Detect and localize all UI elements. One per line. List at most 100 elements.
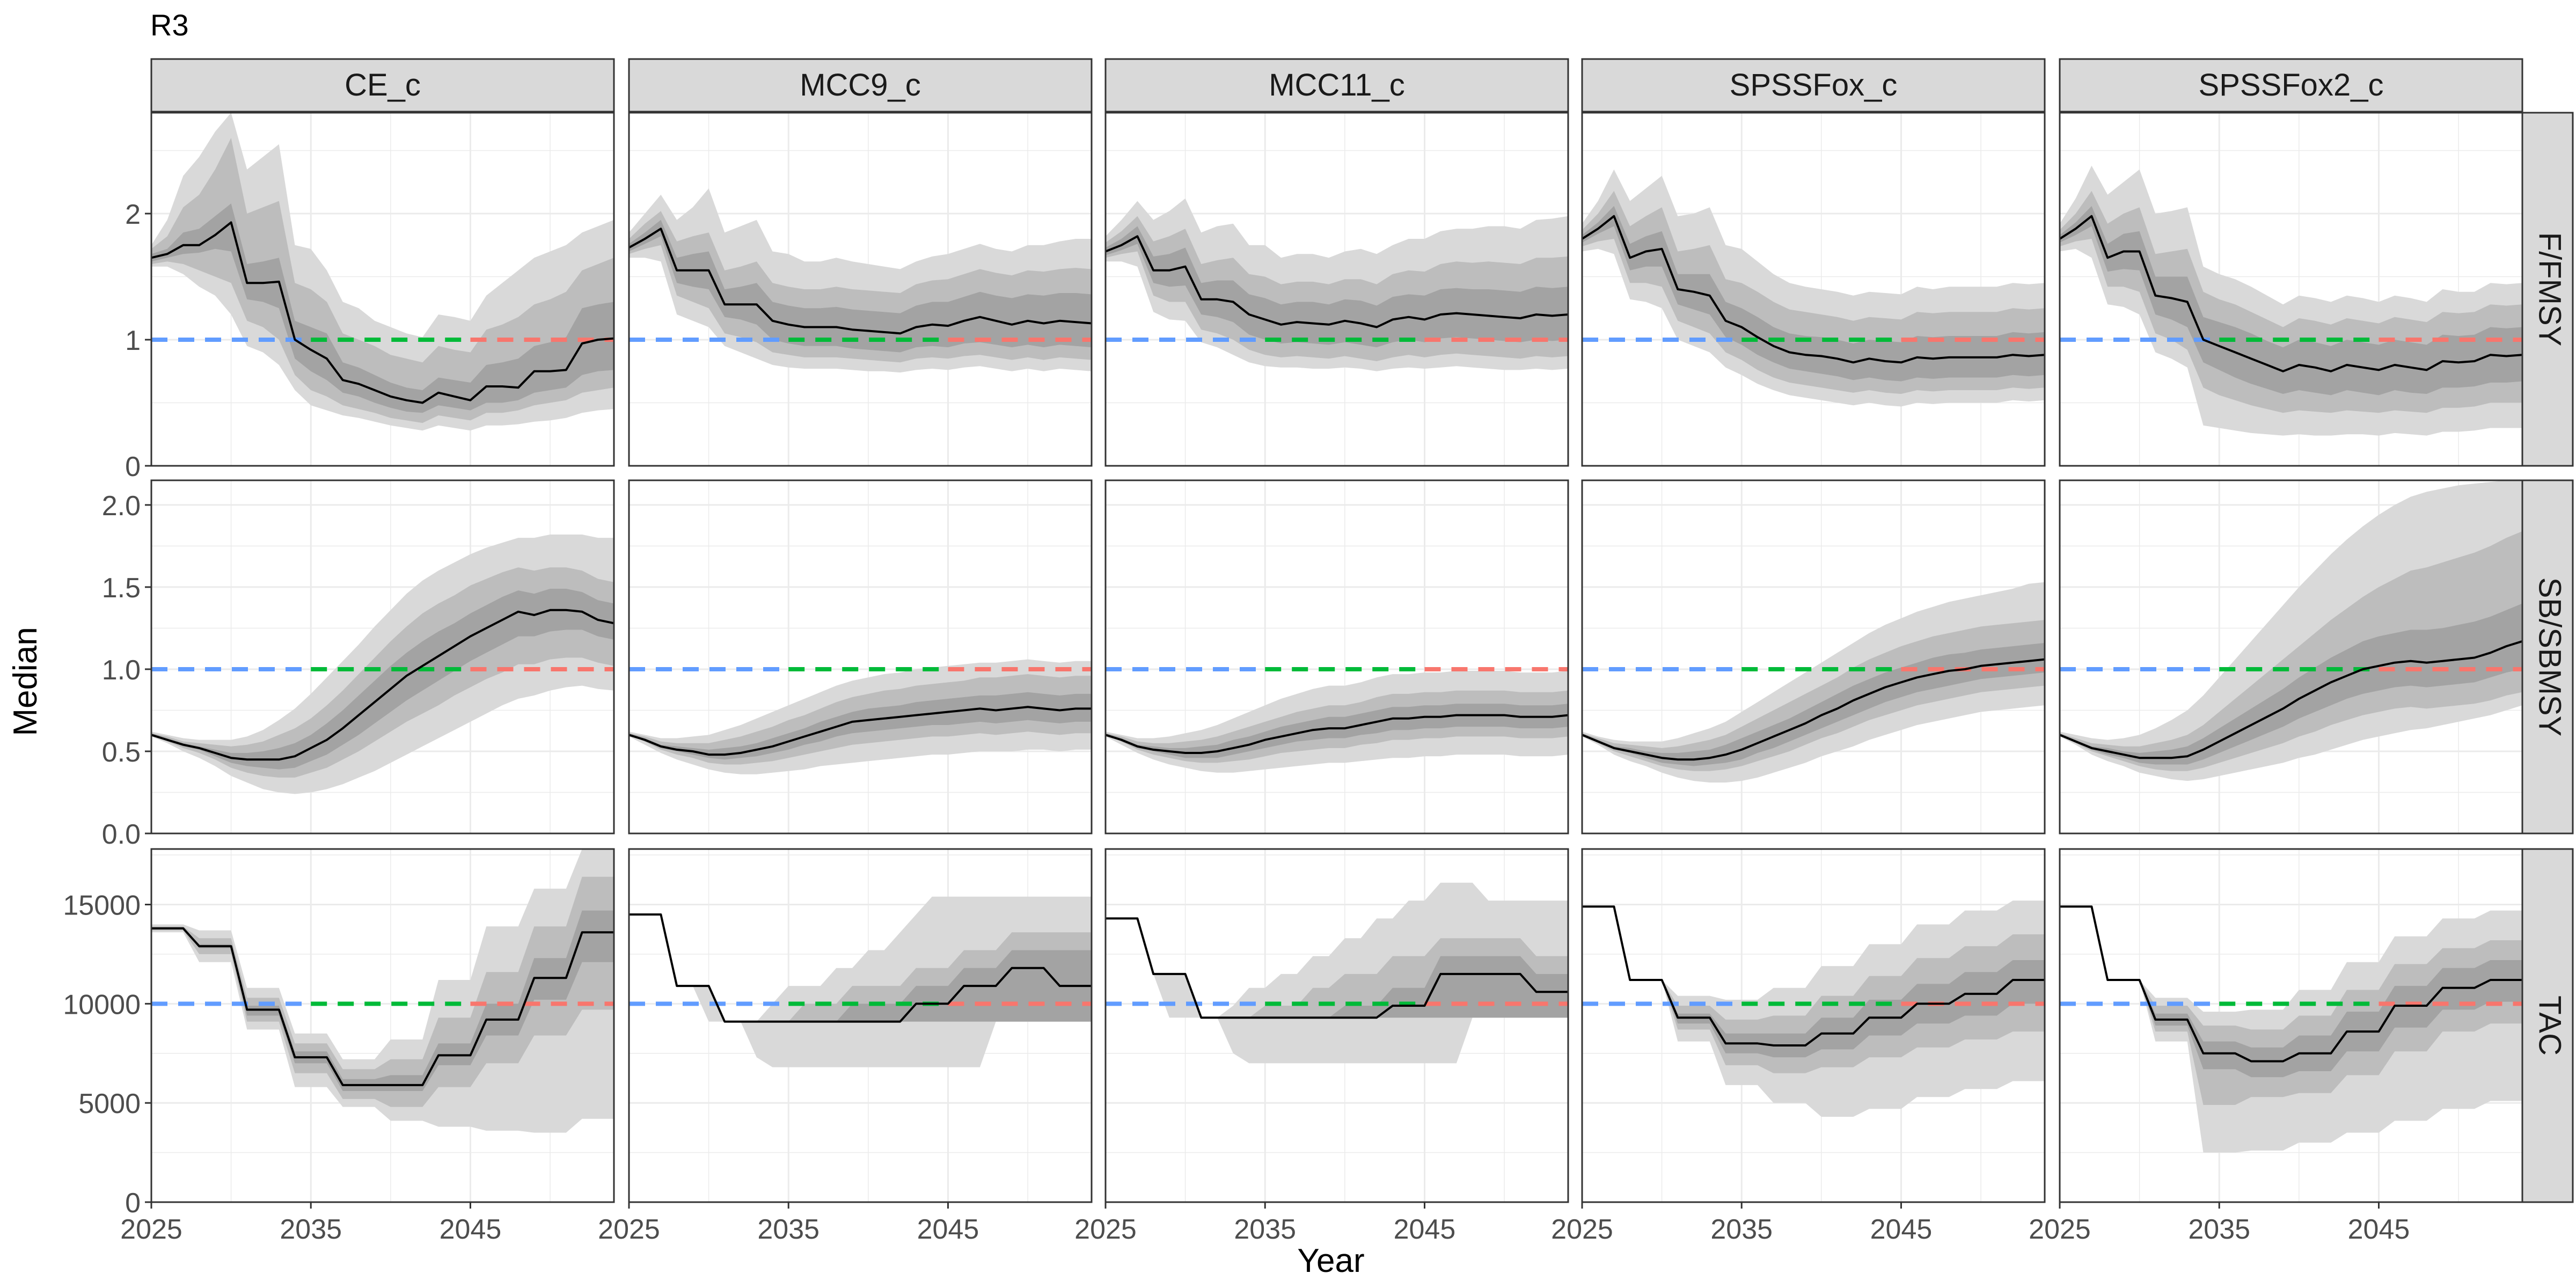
band-middle [151, 876, 614, 1107]
y-tick-label: 1.0 [102, 655, 141, 686]
band-inner [1106, 704, 1568, 758]
panel-border [1104, 112, 1569, 467]
x-tick-label: 2025 [1551, 1214, 1613, 1245]
panel-plot [629, 480, 1092, 833]
panel-border [150, 848, 615, 1203]
band-inner [151, 589, 614, 770]
median-line [2060, 215, 2522, 372]
band-inner [629, 219, 1092, 353]
x-tick-label: 2035 [2188, 1214, 2250, 1245]
y-tick-label: 2.0 [102, 491, 141, 522]
panel-plot [2060, 480, 2522, 833]
panel-border [1581, 479, 2046, 835]
column-strip-label: SPSSFox2_c [2199, 68, 2384, 103]
band-inner [1582, 906, 2045, 1058]
band-inner [629, 914, 1092, 1022]
panel-border [628, 112, 1093, 467]
median-line [2060, 640, 2522, 759]
x-tick-label: 2035 [1710, 1214, 1773, 1245]
panel-background [629, 480, 1092, 833]
column-strip [1581, 58, 2046, 113]
column-strip [2059, 58, 2523, 113]
panel-plot [1106, 113, 1568, 466]
y-tick-label: 0.5 [102, 737, 141, 768]
band-middle [1582, 620, 2045, 771]
panel-plot [2060, 113, 2522, 466]
x-tick-label: 2035 [280, 1214, 342, 1245]
band-outer [1582, 582, 2045, 783]
panel-border [150, 112, 615, 467]
column-strip [628, 58, 1093, 113]
x-tick-label: 2025 [120, 1214, 182, 1245]
median-line [151, 609, 614, 761]
y-tick-label: 1 [125, 325, 141, 356]
band-outer [629, 896, 1092, 1067]
panel-plot [629, 113, 1092, 466]
y-tick-label: 5000 [78, 1088, 141, 1119]
y-tick-label: 2 [125, 199, 141, 230]
column-strip [150, 58, 615, 113]
x-tick-label: 2045 [1394, 1214, 1456, 1245]
band-inner [2060, 906, 2522, 1078]
panel-border [1581, 112, 2046, 467]
x-tick-label: 2025 [1074, 1214, 1137, 1245]
panel-background [1106, 480, 1568, 833]
row-strip-label: SB/SBMSY [2533, 577, 2567, 737]
y-tick-label: 0 [125, 451, 141, 482]
panel-plot [2060, 849, 2522, 1202]
row-strip-label: F/FMSY [2533, 232, 2567, 347]
band-inner [2060, 603, 2522, 765]
chart-title: R3 [150, 8, 189, 42]
panel-plot [1106, 849, 1568, 1202]
median-line [629, 706, 1092, 756]
column-strip-label: MCC11_c [1269, 68, 1405, 103]
median-line [2060, 905, 2522, 1063]
panel-plot [151, 113, 614, 466]
panel-plot [1582, 480, 2045, 833]
column-strip [1104, 58, 1569, 113]
band-inner [1106, 226, 1568, 348]
x-axis-label: Year [1297, 1242, 1364, 1279]
panel-border [2059, 848, 2523, 1203]
panel-plot [629, 849, 1092, 1202]
band-inner [2060, 206, 2522, 396]
median-line [629, 913, 1092, 1023]
column-strip-label: SPSSFox_c [1730, 68, 1898, 103]
x-tick-label: 2035 [1234, 1214, 1296, 1245]
y-tick-label: 10000 [63, 989, 141, 1020]
median-line [1106, 714, 1568, 754]
band-inner [1106, 918, 1568, 1018]
row-strip-label: TAC [2533, 996, 2567, 1056]
panel-border [1104, 479, 1569, 835]
panels-layer: CE_c MCC9_c MCC11_c SPSSFox_c SPSSFox2_c F/FM… [63, 58, 2574, 1245]
y-tick-label: 0.0 [102, 819, 141, 850]
column-strip-label: CE_c [345, 68, 421, 103]
band-inner [1582, 206, 2045, 382]
x-tick-label: 2045 [2348, 1214, 2410, 1245]
panel-border [1104, 848, 1569, 1203]
panel-border [1581, 848, 2046, 1203]
median-line [1582, 658, 2045, 761]
panel-plot [1106, 480, 1568, 833]
y-tick-label: 0 [125, 1188, 141, 1219]
x-tick-label: 2025 [2029, 1214, 2091, 1245]
row-strip [2521, 479, 2574, 835]
y-tick-label: 1.5 [102, 573, 141, 604]
panel-border [628, 848, 1093, 1203]
median-line [629, 228, 1092, 335]
x-tick-label: 2035 [757, 1214, 819, 1245]
x-tick-label: 2025 [598, 1214, 660, 1245]
band-inner [1582, 643, 2045, 766]
y-tick-label: 15000 [63, 890, 141, 921]
panel-border [2059, 479, 2523, 835]
median-line [1106, 917, 1568, 1019]
x-tick-label: 2045 [1870, 1214, 1933, 1245]
panel-border [150, 479, 615, 835]
column-strip-label: MCC9_c [800, 68, 921, 103]
median-line [1582, 215, 2045, 364]
band-middle [151, 138, 614, 423]
y-axis-label: Median [7, 627, 44, 736]
band-middle [1582, 906, 2045, 1073]
median-line [151, 221, 614, 404]
